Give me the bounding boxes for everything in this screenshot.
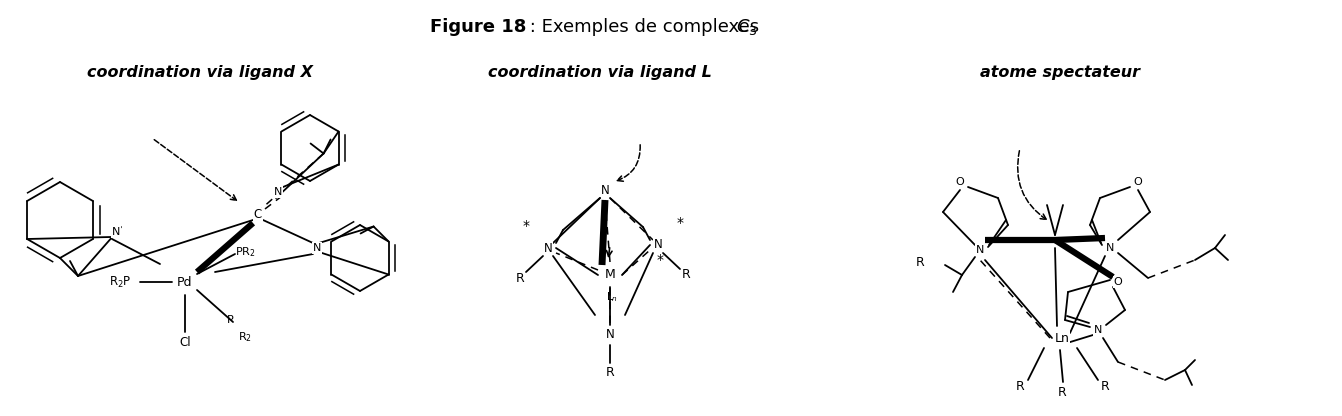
Text: coordination via ligand X: coordination via ligand X — [87, 65, 313, 81]
Text: $\mathit{C}_3$: $\mathit{C}_3$ — [735, 17, 757, 37]
Text: N: N — [654, 238, 663, 252]
Text: N: N — [274, 187, 282, 197]
FancyArrowPatch shape — [1017, 151, 1047, 220]
Text: R: R — [1016, 379, 1024, 393]
Text: atome spectateur: atome spectateur — [980, 65, 1139, 81]
FancyArrowPatch shape — [617, 145, 640, 181]
Text: C: C — [254, 208, 262, 221]
Text: R: R — [605, 366, 615, 379]
Text: N: N — [601, 183, 609, 196]
Text: : Exemples de complexes: : Exemples de complexes — [523, 18, 765, 36]
Text: N: N — [111, 227, 121, 237]
Text: Ln: Ln — [1055, 332, 1070, 344]
Text: *: * — [522, 219, 530, 233]
Text: N: N — [544, 242, 553, 255]
FancyArrowPatch shape — [607, 248, 612, 256]
Text: R$_2$: R$_2$ — [238, 330, 252, 344]
Text: PR$_2$: PR$_2$ — [235, 245, 255, 259]
Text: N: N — [976, 245, 984, 255]
Text: O: O — [1134, 177, 1142, 187]
Text: R: R — [515, 272, 525, 285]
FancyArrowPatch shape — [154, 140, 236, 201]
Text: N: N — [605, 329, 615, 342]
Text: *: * — [656, 253, 663, 267]
Text: N: N — [313, 243, 321, 253]
Text: R: R — [915, 255, 925, 268]
Text: Pd: Pd — [177, 275, 193, 289]
Text: L$_n$: L$_n$ — [607, 290, 619, 304]
Text: N: N — [1094, 325, 1102, 335]
Text: R$_2$P: R$_2$P — [109, 275, 132, 290]
Text: M: M — [605, 268, 616, 282]
Text: *: * — [676, 216, 683, 230]
Text: P: P — [227, 315, 234, 325]
Text: Cl: Cl — [180, 335, 191, 349]
Text: N: N — [1106, 243, 1114, 253]
Text: R: R — [1100, 379, 1110, 393]
Text: R: R — [1057, 386, 1067, 399]
Text: R: R — [682, 268, 690, 282]
Text: coordination via ligand L: coordination via ligand L — [488, 65, 713, 81]
Text: O: O — [956, 177, 965, 187]
Text: Figure 18: Figure 18 — [429, 18, 526, 36]
Text: O: O — [1114, 277, 1122, 287]
